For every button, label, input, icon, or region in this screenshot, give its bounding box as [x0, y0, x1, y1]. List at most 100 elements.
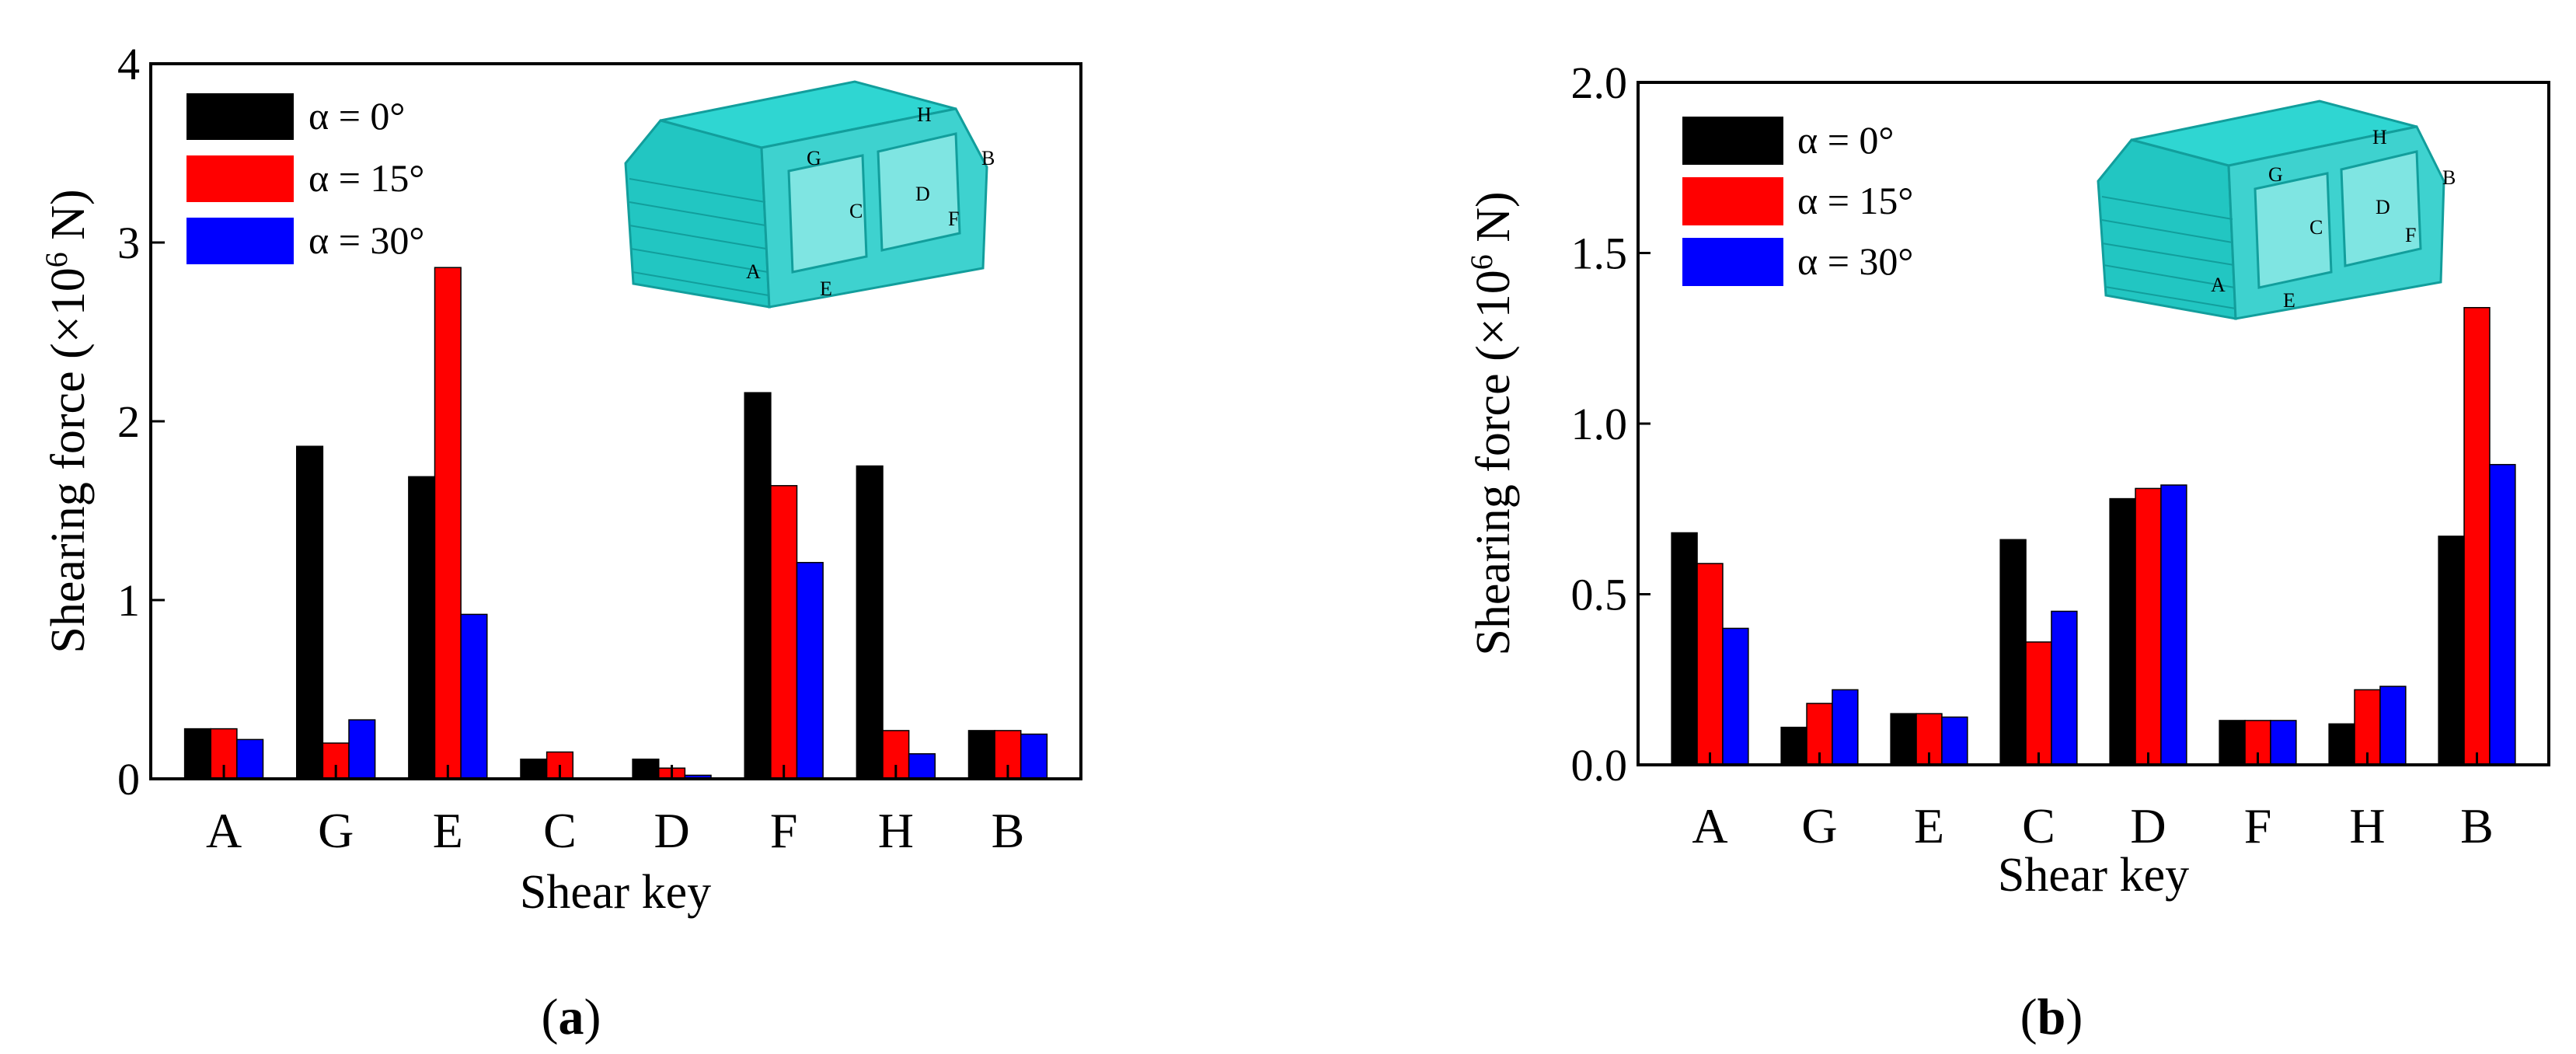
bar-b-E-s0 [1890, 713, 1917, 766]
bar-a-A-s2 [236, 738, 264, 780]
legend-label-b-0: α = 0° [1797, 118, 1894, 162]
y-tick-label-b-1: 0.5 [1571, 570, 1628, 620]
x-tick-label-a-H: H [878, 803, 914, 858]
x-tick-label-a-A: A [206, 803, 242, 858]
y-axis-title-a: Shearing force (×106 N) [39, 189, 95, 653]
model-cell-right-a [877, 132, 961, 252]
bar-a-C-s0 [520, 758, 548, 780]
y-axis-title-b: Shearing force (×106 N) [1464, 191, 1520, 655]
bar-a-F-s2 [796, 561, 824, 780]
ticks-group-b: A G E C D F H B0.00.51.01.52.0 [1571, 58, 2494, 853]
model-label-G-a: G [807, 147, 821, 169]
model-label-E-a: E [820, 277, 832, 300]
bar-b-B-s0 [2438, 536, 2465, 766]
legend-a: α = 0° α = 15° α = 30° [186, 93, 424, 264]
model-label-F-b: F [2405, 224, 2416, 246]
bar-b-A-s2 [1722, 627, 1749, 766]
legend-label-b-2: α = 30° [1797, 239, 1913, 283]
model-label-C-a: C [849, 200, 863, 222]
bar-b-C-s1 [2025, 641, 2052, 766]
x-tick-label-a-D: D [654, 803, 689, 858]
x-tick-label-b-H: H [2349, 798, 2385, 853]
y-tick-label-b-4: 2.0 [1571, 58, 1628, 108]
model-label-E-b: E [2283, 289, 2295, 312]
bar-b-C-s0 [1999, 539, 2027, 766]
bar-a-G-s2 [348, 719, 376, 780]
model-label-H-b: H [2372, 126, 2387, 148]
model-label-F-a: F [948, 208, 959, 230]
bar-a-G-s0 [295, 445, 324, 780]
y-tick-label-b-3: 1.5 [1571, 229, 1628, 279]
y-tick-label-a-2: 2 [117, 396, 140, 447]
legend-swatch-a-0 [186, 93, 294, 140]
bar-b-A-s1 [1696, 563, 1724, 766]
legend-label-b-1: α = 15° [1797, 179, 1913, 222]
model-label-C-b: C [2309, 216, 2323, 239]
model-label-B-b: B [2442, 166, 2456, 189]
legend-label-a-2: α = 30° [308, 218, 424, 262]
y-tick-label-a-4: 4 [117, 39, 140, 89]
x-tick-label-a-G: G [318, 803, 354, 858]
tunnel-model-inset-a: H G B D C F A E [624, 80, 995, 309]
bar-a-D-s0 [632, 758, 660, 780]
model-label-G-b: G [2268, 163, 2283, 186]
bar-b-D-s0 [2109, 497, 2136, 766]
y-tick-label-b-2: 1.0 [1571, 399, 1628, 449]
model-label-A-b: A [2211, 274, 2226, 296]
legend-swatch-a-1 [186, 155, 294, 202]
bars-group-a [183, 267, 1048, 780]
legend-swatch-b-1 [1682, 177, 1783, 225]
bar-a-E-s0 [408, 476, 436, 780]
x-tick-label-a-C: C [543, 803, 577, 858]
x-tick-label-a-E: E [433, 803, 463, 858]
y-tick-label-b-0: 0.0 [1571, 740, 1628, 790]
model-cell-left-a [787, 154, 868, 274]
x-tick-label-b-D: D [2130, 798, 2166, 853]
bar-a-B-s0 [967, 730, 995, 780]
model-front-face-b [2097, 138, 2237, 320]
model-label-D-a: D [915, 183, 930, 205]
y-tick-label-a-1: 1 [117, 575, 140, 626]
bar-b-E-s2 [1941, 716, 1968, 766]
x-tick-label-b-G: G [1801, 798, 1837, 853]
bars-group-b [1671, 306, 2516, 766]
x-axis-title-b: Shear key [1998, 849, 2189, 902]
bar-a-E-s2 [460, 613, 488, 780]
x-axis-title-a: Shear key [520, 866, 711, 919]
bar-b-G-s0 [1780, 726, 1807, 766]
bar-b-A-s0 [1671, 532, 1698, 766]
bar-a-H-s0 [856, 465, 884, 780]
bar-b-B-s1 [2463, 306, 2491, 766]
y-tick-label-a-0: 0 [117, 754, 140, 804]
chart-panel-b: A G E C D F H B0.00.51.01.52.0 Shear key Sheari… [1464, 58, 2550, 902]
bar-b-D-s2 [2160, 484, 2187, 766]
model-label-B-a: B [981, 147, 995, 169]
bar-b-D-s1 [2135, 487, 2162, 766]
legend-swatch-b-2 [1682, 238, 1783, 286]
bar-a-B-s2 [1020, 733, 1048, 780]
model-label-H-a: H [917, 103, 932, 126]
model-label-D-b: D [2376, 196, 2390, 218]
bar-a-A-s0 [183, 728, 211, 780]
bar-b-F-s0 [2219, 720, 2246, 766]
bar-b-H-s0 [2328, 723, 2355, 766]
bar-b-B-s2 [2489, 463, 2516, 766]
panel-caption-b: (b) [2020, 989, 2083, 1045]
model-cell-right-b [2340, 150, 2422, 267]
x-tick-label-b-B: B [2460, 798, 2494, 853]
bar-a-H-s2 [908, 753, 936, 780]
bar-b-H-s1 [2354, 689, 2381, 766]
tunnel-model-inset-b: H G B D C F A E [2097, 99, 2456, 320]
bar-b-H-s2 [2379, 686, 2407, 766]
y-tick-label-a-3: 3 [117, 218, 140, 268]
panel-caption-a: (a) [542, 989, 601, 1045]
bar-b-G-s2 [1832, 689, 1859, 766]
x-tick-label-b-C: C [2022, 798, 2055, 853]
x-tick-label-b-E: E [1914, 798, 1944, 853]
legend-swatch-b-0 [1682, 117, 1783, 165]
legend-label-a-1: α = 15° [308, 156, 424, 200]
bar-a-E-s1 [434, 267, 462, 780]
legend-b: α = 0° α = 15° α = 30° [1682, 117, 1913, 286]
